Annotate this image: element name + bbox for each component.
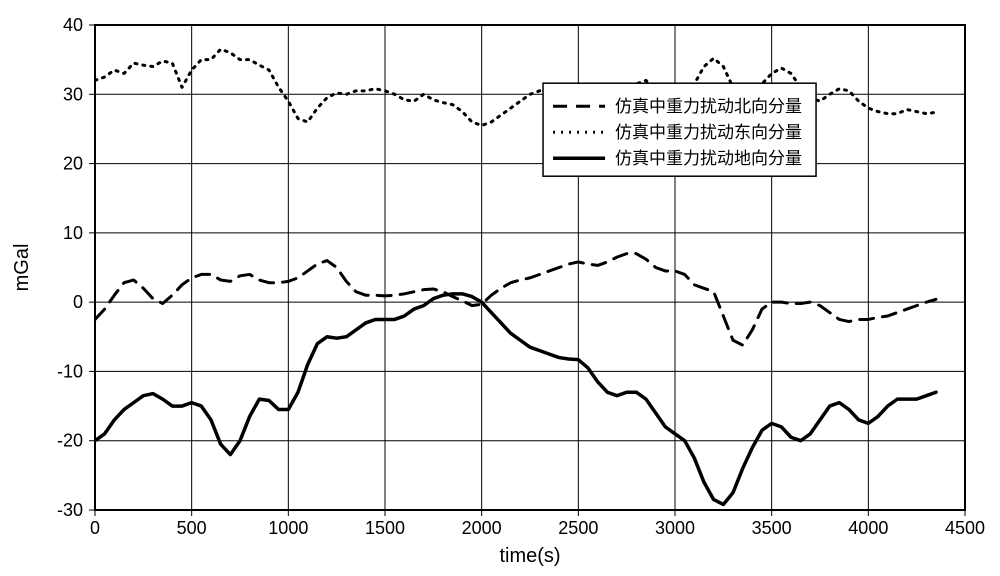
y-axis-label: mGal bbox=[11, 244, 33, 292]
x-tick-label: 1000 bbox=[268, 518, 308, 538]
x-axis-label: time(s) bbox=[499, 545, 560, 567]
legend-label: 仿真中重力扰动地向分量 bbox=[615, 149, 802, 168]
line-chart: 0 500 1000 1500 2000 2500 3000 3500 4000 4500 -30 -… bbox=[0, 0, 1000, 576]
legend-label: 仿真中重力扰动东向分量 bbox=[615, 123, 802, 142]
y-tick-label: 10 bbox=[63, 223, 83, 243]
x-tick-label: 2000 bbox=[462, 518, 502, 538]
y-tick-label: 40 bbox=[63, 15, 83, 35]
x-tick-label: 4500 bbox=[945, 518, 985, 538]
legend-label: 仿真中重力扰动北向分量 bbox=[615, 97, 802, 116]
y-tick-label: 20 bbox=[63, 154, 83, 174]
chart-container: 0 500 1000 1500 2000 2500 3000 3500 4000 4500 -30 -… bbox=[0, 0, 1000, 576]
legend: 仿真中重力扰动北向分量仿真中重力扰动东向分量仿真中重力扰动地向分量 bbox=[543, 83, 816, 176]
x-tick-label: 3000 bbox=[655, 518, 695, 538]
y-tick-label: 0 bbox=[73, 292, 83, 312]
x-tick-label: 0 bbox=[90, 518, 100, 538]
y-tick-label: -10 bbox=[57, 361, 83, 381]
y-tick-label: -30 bbox=[57, 500, 83, 520]
x-tick-label: 500 bbox=[177, 518, 207, 538]
y-tick-label: 30 bbox=[63, 84, 83, 104]
x-tick-label: 1500 bbox=[365, 518, 405, 538]
x-tick-label: 4000 bbox=[848, 518, 888, 538]
x-tick-label: 2500 bbox=[558, 518, 598, 538]
y-tick-label: -20 bbox=[57, 431, 83, 451]
x-tick-label: 3500 bbox=[752, 518, 792, 538]
